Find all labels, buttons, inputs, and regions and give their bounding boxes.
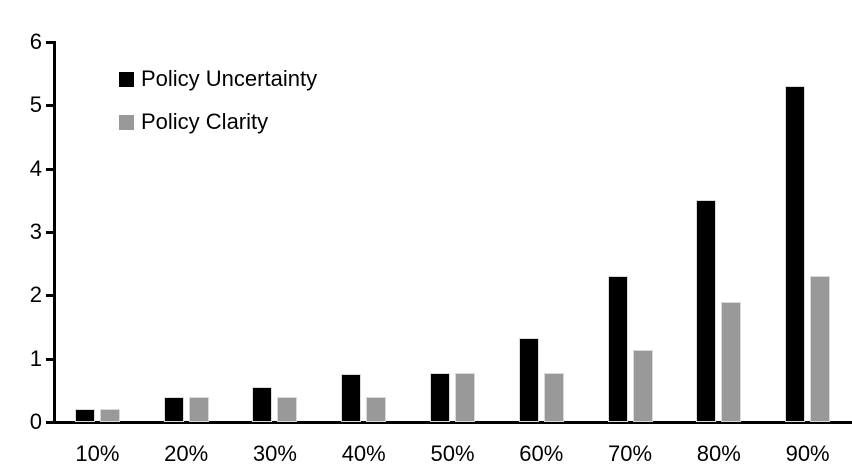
y-tick-mark: [46, 357, 54, 361]
bar-70%-policy-uncertainty: [607, 276, 628, 422]
y-tick-mark: [46, 294, 54, 298]
x-tick-label: 10%: [75, 441, 120, 466]
x-tick-label: 70%: [608, 441, 653, 466]
x-axis-line: [53, 421, 852, 424]
y-tick-mark: [46, 167, 54, 171]
y-tick-label: 2: [29, 282, 42, 308]
bar-50%-policy-clarity: [455, 373, 475, 422]
x-tick-label: 30%: [252, 441, 297, 466]
bar-50%-policy-uncertainty: [430, 373, 450, 422]
x-tick-label: 80%: [696, 441, 741, 466]
x-tick-label: 90%: [785, 441, 830, 466]
bar-60%-policy-clarity: [543, 373, 564, 422]
policy-clarity-swatch-icon: [119, 114, 134, 130]
bar-80%-policy-uncertainty: [696, 200, 717, 422]
y-tick-mark: [46, 231, 54, 234]
y-tick-label: 1: [29, 345, 42, 371]
bar-10%-policy-uncertainty: [74, 409, 95, 422]
x-tick-label: 40%: [341, 441, 386, 466]
legend: Policy Uncertainty Policy Clarity: [119, 64, 317, 150]
policy-uncertainty-swatch-icon: [119, 71, 134, 87]
bar-30%-policy-uncertainty: [252, 387, 273, 422]
y-tick-mark: [46, 104, 54, 108]
bar-20%-policy-clarity: [188, 397, 209, 422]
bar-30%-policy-clarity: [277, 397, 298, 422]
bar-90%-policy-uncertainty: [785, 86, 806, 422]
legend-label: Policy Uncertainty: [141, 66, 318, 91]
y-axis-line: [53, 41, 56, 424]
x-tick-label: 50%: [430, 441, 475, 466]
y-tick-label: 6: [29, 29, 42, 54]
bar-60%-policy-uncertainty: [518, 338, 539, 422]
x-tick-label: 20%: [164, 441, 209, 466]
bar-40%-policy-uncertainty: [341, 374, 362, 422]
bar-80%-policy-clarity: [721, 302, 742, 422]
x-tick-label: 60%: [519, 441, 564, 466]
bar-90%-policy-clarity: [810, 276, 831, 422]
legend-item-policy-uncertainty: Policy Uncertainty: [119, 64, 317, 94]
y-tick-label: 5: [29, 92, 42, 118]
y-tick-label: 0: [29, 409, 42, 434]
y-tick-label: 3: [29, 219, 42, 244]
bar-20%-policy-uncertainty: [163, 397, 184, 422]
y-tick-mark: [46, 421, 54, 424]
legend-label: Policy Clarity: [141, 109, 269, 134]
bar-40%-policy-clarity: [366, 397, 387, 422]
bar-70%-policy-clarity: [632, 350, 653, 422]
bar-10%-policy-clarity: [99, 409, 120, 422]
y-tick-mark: [46, 41, 54, 44]
y-tick-label: 4: [29, 155, 42, 181]
legend-item-policy-clarity: Policy Clarity: [119, 107, 317, 137]
